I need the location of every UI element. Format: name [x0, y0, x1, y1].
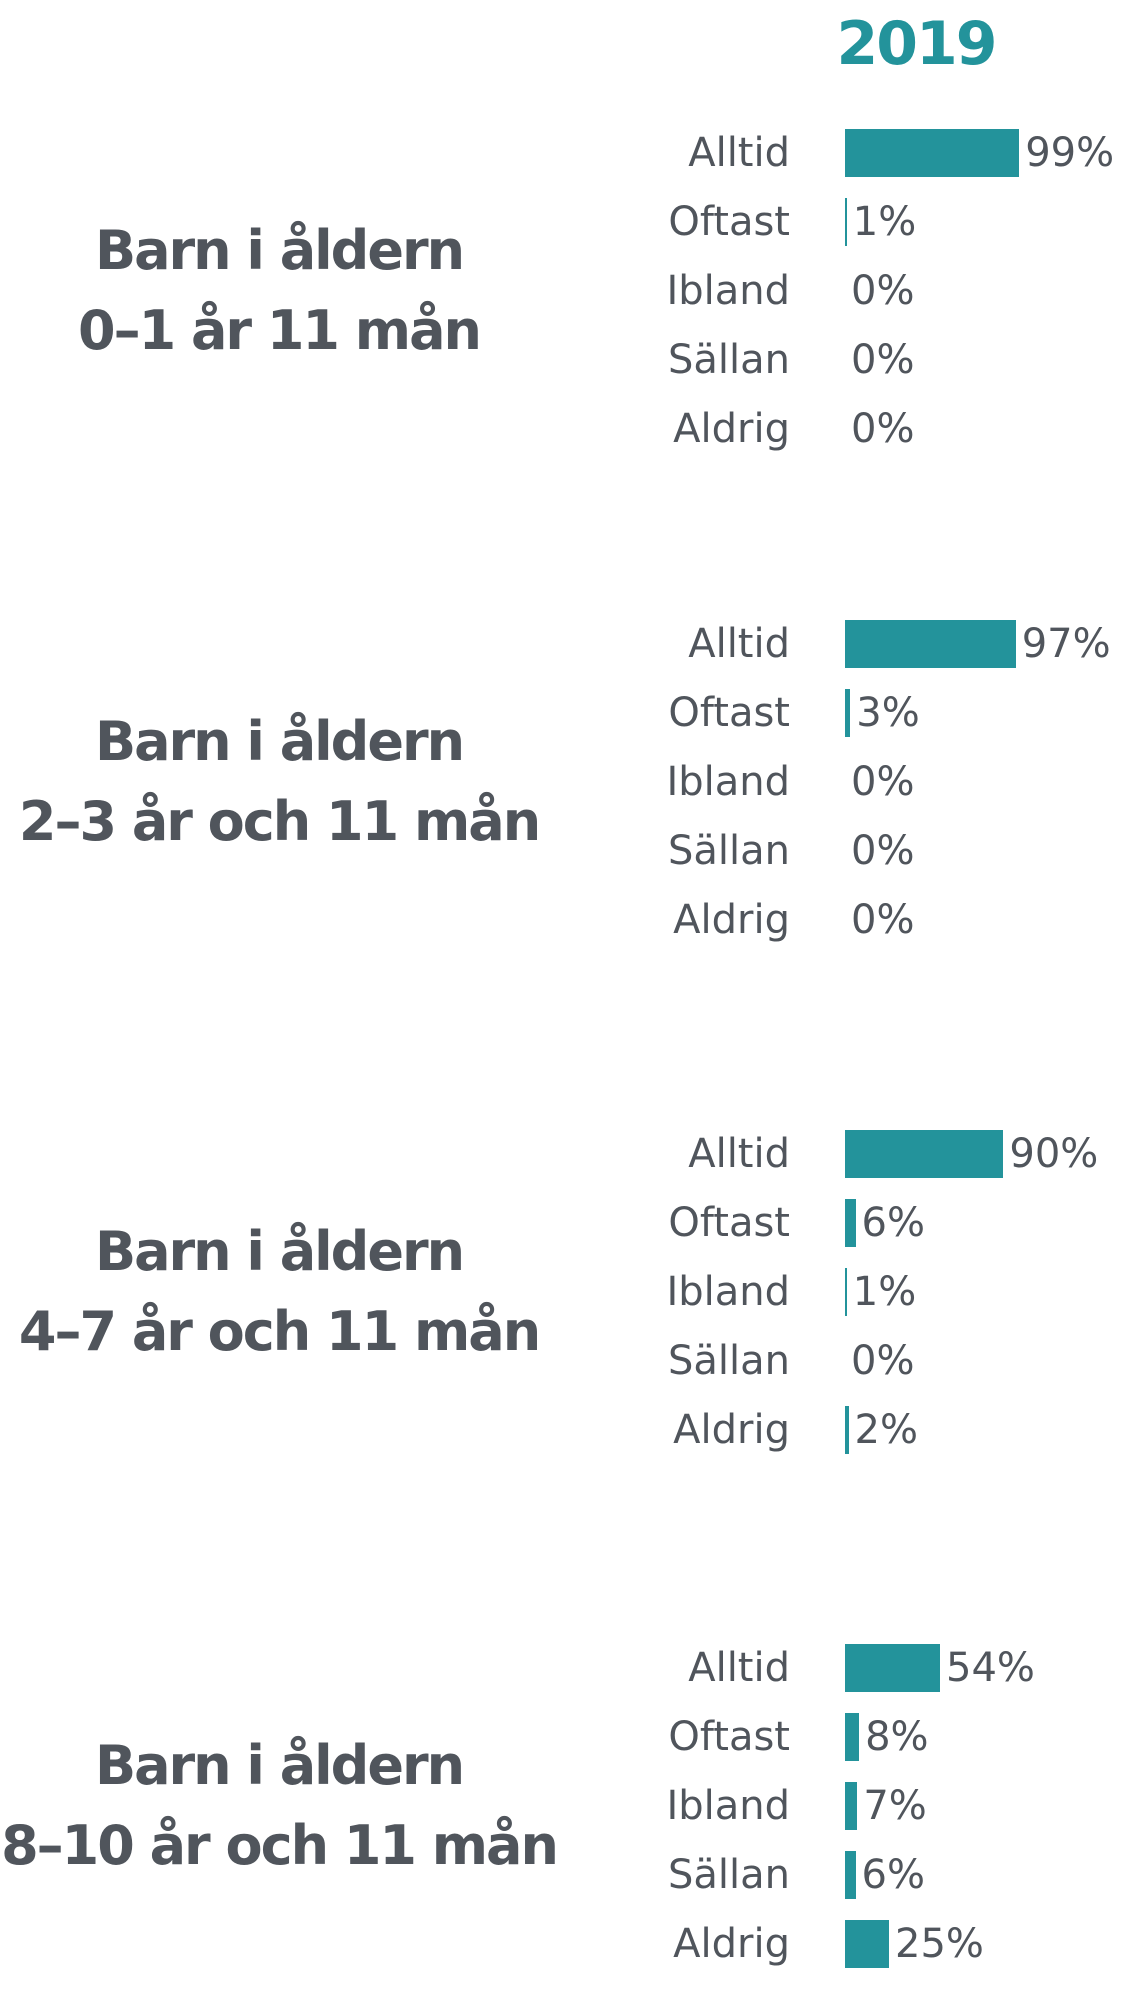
value-label: 1%	[852, 1269, 917, 1315]
bar	[845, 689, 851, 737]
value-label: 0%	[851, 897, 915, 943]
value-label: 6%	[861, 1200, 926, 1246]
category-label: Ibland	[666, 268, 790, 314]
bar	[845, 1199, 856, 1247]
category-label: Aldrig	[673, 406, 790, 452]
category-label: Alltid	[688, 130, 790, 176]
value-label: 54%	[946, 1645, 1035, 1691]
bar	[845, 198, 847, 246]
bar	[845, 1130, 1004, 1178]
value-label: 90%	[1009, 1131, 1099, 1177]
value-label: 0%	[851, 759, 915, 805]
category-label: Alltid	[688, 1645, 790, 1691]
value-label: 0%	[851, 1338, 915, 1384]
category-label: Aldrig	[673, 897, 790, 943]
group-title: Barn i åldern 2–3 år och 11 mån	[18, 710, 541, 853]
category-label: Oftast	[668, 690, 790, 736]
value-label: 0%	[851, 268, 915, 314]
bar	[845, 1644, 941, 1692]
category-label: Oftast	[668, 1200, 790, 1246]
value-label: 99%	[1025, 130, 1115, 176]
category-label: Aldrig	[673, 1407, 790, 1453]
value-label: 25%	[895, 1921, 984, 1967]
group-title: Barn i åldern 4–7 år och 11 mån	[18, 1220, 541, 1363]
category-label: Sällan	[668, 1338, 790, 1384]
bar	[845, 1851, 856, 1899]
bar	[845, 1920, 889, 1968]
bar	[845, 1406, 849, 1454]
value-label: 6%	[861, 1852, 926, 1898]
category-label: Ibland	[666, 1269, 790, 1315]
category-label: Alltid	[688, 621, 790, 667]
category-label: Sällan	[668, 1852, 790, 1898]
category-label: Aldrig	[673, 1921, 790, 1967]
bar	[845, 1268, 847, 1316]
year-heading: 2019	[836, 9, 998, 79]
category-label: Ibland	[666, 759, 790, 805]
group-title: Barn i åldern 8–10 år och 11 mån	[1, 1734, 559, 1877]
bar	[845, 129, 1020, 177]
value-label: 0%	[851, 828, 915, 874]
bar	[845, 1782, 858, 1830]
value-label: 1%	[852, 199, 917, 245]
category-label: Oftast	[668, 1714, 790, 1760]
value-label: 7%	[863, 1783, 927, 1829]
bar	[845, 620, 1016, 668]
group-title: Barn i åldern 0–1 år 11 mån	[78, 219, 482, 362]
bar	[845, 1713, 860, 1761]
value-label: 3%	[856, 690, 920, 736]
category-label: Alltid	[688, 1131, 790, 1177]
value-label: 0%	[851, 406, 915, 452]
category-label: Ibland	[666, 1783, 790, 1829]
category-label: Sällan	[668, 337, 790, 383]
value-label: 2%	[854, 1407, 918, 1453]
value-label: 0%	[851, 337, 915, 383]
category-label: Oftast	[668, 199, 790, 245]
value-label: 8%	[865, 1714, 929, 1760]
value-label: 97%	[1021, 621, 1111, 667]
category-label: Sällan	[668, 828, 790, 874]
